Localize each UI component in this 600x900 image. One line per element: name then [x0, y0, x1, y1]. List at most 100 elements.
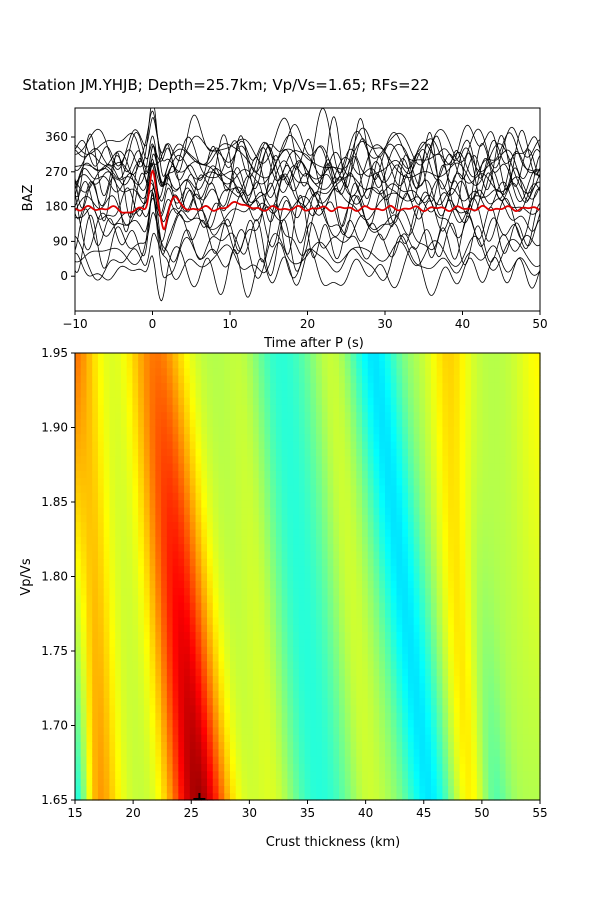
heatmap-cell: [75, 426, 82, 435]
heatmap-cell: [344, 756, 352, 764]
heatmap-cell: [258, 470, 266, 479]
heatmap-cell: [534, 499, 541, 508]
heatmap-cell: [356, 514, 363, 523]
heatmap-cell: [321, 499, 329, 508]
heatmap-cell: [172, 719, 179, 728]
heatmap-cell: [494, 565, 501, 574]
heatmap-cell: [373, 785, 380, 794]
heatmap-cell: [293, 580, 300, 589]
heatmap-cell: [471, 499, 478, 508]
heatmap-cell: [379, 778, 386, 786]
heatmap-cell: [430, 528, 438, 537]
heatmap-cell: [517, 778, 524, 786]
heatmap-cell: [230, 360, 237, 369]
heatmap-cell: [149, 411, 156, 420]
heatmap-cell: [419, 587, 426, 596]
heatmap-cell: [189, 418, 197, 427]
heatmap-cell: [442, 778, 449, 786]
heatmap-cell: [459, 506, 466, 515]
heatmap-cell: [75, 440, 82, 449]
heatmap-cell: [390, 448, 398, 457]
heatmap-cell: [350, 484, 357, 493]
heatmap-cell: [448, 572, 455, 581]
heatmap-cell: [281, 404, 289, 413]
heatmap-cell: [499, 558, 507, 567]
heatmap-cell: [448, 440, 455, 449]
heatmap-cell: [517, 536, 524, 545]
heatmap-cell: [264, 448, 271, 457]
heatmap-cell: [505, 411, 512, 420]
heatmap-cell: [488, 631, 495, 640]
heatmap-cell: [362, 440, 369, 449]
heatmap-cell: [149, 543, 156, 552]
heatmap-cell: [459, 477, 466, 486]
heatmap-cell: [281, 558, 289, 567]
heatmap-cell: [327, 660, 334, 669]
heatmap-cell: [385, 484, 392, 493]
heatmap-cell: [166, 433, 174, 442]
heatmap-cell: [281, 389, 289, 398]
heatmap-cell: [350, 514, 357, 523]
heatmap-cell: [476, 580, 484, 589]
heatmap-cell: [471, 778, 478, 786]
heatmap-cell: [436, 704, 444, 713]
heatmap-cell: [235, 726, 243, 735]
heatmap-cell: [534, 462, 541, 471]
heatmap-cell: [247, 426, 254, 435]
heatmap-cell: [97, 521, 105, 530]
heatmap-cell: [356, 594, 363, 603]
heatmap-cell: [224, 470, 231, 479]
heatmap-cell: [252, 558, 260, 567]
heatmap-cell: [453, 697, 461, 706]
heatmap-cell: [293, 734, 300, 742]
heatmap-cell: [172, 536, 179, 545]
heatmap-cell: [488, 396, 495, 405]
heatmap-cell: [293, 741, 300, 750]
heatmap-cell: [241, 418, 248, 427]
heatmap-cell: [138, 448, 145, 457]
heatmap-cell: [517, 785, 524, 794]
heatmap-cell: [396, 455, 403, 464]
heatmap-cell: [390, 360, 398, 369]
heatmap-cell: [172, 514, 179, 523]
heatmap-cell: [344, 675, 352, 684]
heatmap-cell: [207, 565, 214, 574]
heatmap-cell: [453, 440, 461, 449]
heatmap-cell: [235, 528, 243, 537]
heatmap-cell: [172, 594, 179, 603]
rf-x-tick-label: 50: [532, 317, 547, 331]
heatmap-cell: [212, 506, 220, 515]
heatmap-cell: [161, 382, 168, 391]
heatmap-cell: [92, 638, 99, 647]
heatmap-cell: [138, 668, 145, 677]
heatmap-cell: [161, 631, 168, 640]
heatmap-cell: [115, 455, 122, 464]
heatmap-cell: [143, 514, 151, 523]
heatmap-cell: [499, 792, 507, 801]
heatmap-cell: [304, 514, 311, 523]
heatmap-cell: [419, 616, 426, 625]
heatmap-cell: [80, 763, 88, 772]
heatmap-cell: [407, 433, 415, 442]
heatmap-cell: [75, 433, 82, 442]
heatmap-cell: [430, 697, 438, 706]
heatmap-cell: [350, 734, 357, 742]
heatmap-cell: [86, 631, 93, 640]
heatmap-cell: [258, 506, 266, 515]
heatmap-cell: [465, 492, 472, 501]
heatmap-cell: [482, 411, 489, 420]
heatmap-cell: [436, 587, 444, 596]
heatmap-cell: [80, 646, 88, 655]
heatmap-cell: [436, 367, 444, 376]
heatmap-cell: [258, 778, 266, 786]
heatmap-cell: [132, 411, 139, 420]
heatmap-cell: [476, 353, 484, 361]
heatmap-cell: [80, 690, 88, 699]
heatmap-cell: [505, 396, 512, 405]
heatmap-cell: [425, 492, 432, 501]
heatmap-cell: [430, 682, 438, 691]
heatmap-cell: [80, 580, 88, 589]
heatmap-cell: [505, 704, 512, 713]
heatmap-cell: [488, 609, 495, 618]
heatmap-cell: [390, 653, 398, 662]
